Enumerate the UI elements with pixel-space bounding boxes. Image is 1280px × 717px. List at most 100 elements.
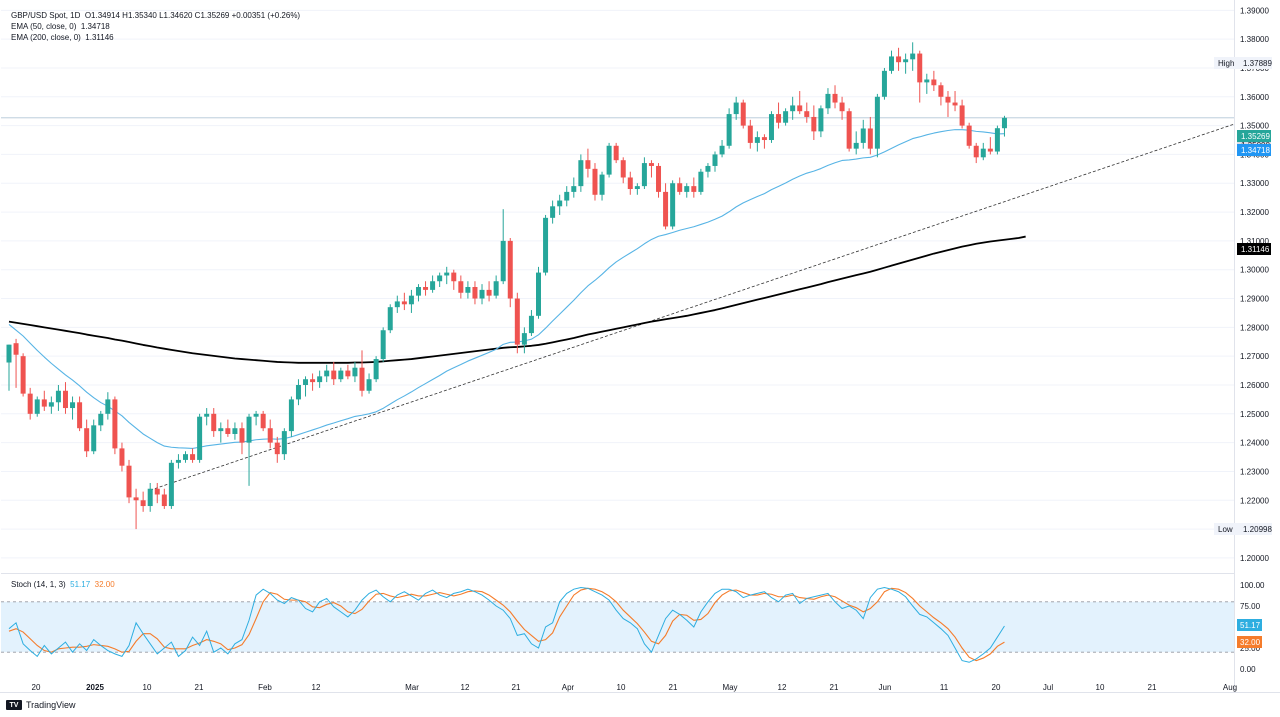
candle-body — [161, 494, 167, 507]
candle — [345, 364, 351, 380]
candle — [860, 119, 866, 149]
ema200-legend[interactable]: EMA (200, close, 0) 1.31146 — [11, 33, 114, 43]
stoch-legend[interactable]: Stoch (14, 1, 3) 51.17 32.00 — [11, 580, 115, 590]
candle-body — [839, 102, 845, 112]
candle — [133, 488, 139, 530]
candle — [366, 373, 372, 394]
candle — [486, 281, 492, 302]
candle — [740, 99, 746, 129]
candle-body — [119, 448, 125, 466]
candle-body — [705, 165, 711, 172]
symbol-legend[interactable]: GBP/USD Spot, 1D O1.34914 H1.35340 L1.34… — [11, 11, 300, 21]
candle-body — [881, 70, 887, 97]
candle-body — [274, 442, 280, 455]
candle-body — [874, 96, 880, 149]
candle — [331, 361, 337, 385]
candle — [175, 454, 181, 469]
candle-body — [444, 272, 450, 276]
candle-body — [458, 281, 464, 293]
candle — [797, 91, 803, 115]
candle-body — [500, 240, 506, 282]
candle-body — [790, 105, 796, 112]
candle — [705, 163, 711, 178]
candle — [232, 422, 238, 440]
candle — [246, 413, 252, 486]
candle — [712, 151, 718, 172]
price-tick-label: 1.22000 — [1240, 496, 1269, 505]
candle-body — [41, 399, 47, 407]
time-tick-label: Feb — [258, 683, 272, 692]
stoch-tick-label: 100.00 — [1240, 581, 1265, 590]
candle-body — [670, 183, 676, 227]
candle-body — [183, 454, 188, 460]
candle — [825, 88, 831, 115]
candle-body — [232, 428, 238, 434]
candle — [698, 168, 704, 195]
symbol-title: GBP/USD Spot, 1D — [11, 11, 81, 20]
candle — [295, 379, 301, 406]
high-tag: High 1.37889 — [1214, 57, 1272, 69]
ema200-tag: 1.31146 — [1237, 243, 1271, 255]
candle — [55, 384, 61, 411]
candle — [677, 177, 683, 195]
candle-body — [380, 330, 386, 360]
candle-body — [747, 125, 753, 143]
candle-body — [966, 125, 972, 146]
candle — [13, 338, 19, 388]
ema50-legend[interactable]: EMA (50, close, 0) 1.34718 — [11, 22, 110, 32]
candle — [536, 266, 541, 319]
price-tick-label: 1.20000 — [1240, 554, 1269, 563]
candle — [260, 410, 266, 432]
candle — [691, 177, 697, 198]
candle — [126, 459, 132, 504]
candle — [324, 364, 330, 383]
ohlc-values: O1.34914 H1.35340 L1.34620 C1.35269 +0.0… — [84, 11, 301, 20]
candle-body — [147, 488, 153, 507]
price-tick-label: 1.39000 — [1240, 6, 1269, 15]
candle-body — [543, 217, 549, 273]
candle-body — [528, 315, 534, 334]
candle-body — [691, 186, 697, 192]
time-tick-label: 2025 — [86, 683, 104, 692]
candle — [528, 310, 534, 336]
ema200-legend-value: 1.31146 — [85, 33, 114, 42]
candle — [493, 275, 499, 299]
candle — [507, 238, 513, 308]
candle-body — [317, 376, 323, 383]
candle — [966, 122, 972, 149]
candle — [183, 451, 188, 463]
candle-body — [733, 102, 739, 115]
stoch-d-tag-value: 32.00 — [1240, 638, 1261, 647]
brand-name: TradingView — [26, 700, 76, 710]
time-tick-label: Jun — [879, 683, 892, 692]
candle-body — [140, 500, 146, 507]
candle-body — [472, 287, 478, 299]
candle — [408, 289, 414, 313]
candle — [620, 157, 626, 184]
candle-body — [1001, 117, 1007, 129]
candle-body — [260, 413, 266, 429]
candle — [973, 142, 979, 164]
stoch-k-tag-value: 51.17 — [1240, 621, 1261, 630]
candle — [458, 275, 464, 299]
candle — [218, 422, 224, 443]
candle-body — [910, 53, 916, 60]
candle-body — [571, 186, 577, 192]
candle-body — [366, 379, 372, 391]
candle-body — [804, 111, 810, 117]
candle-body — [726, 114, 732, 146]
price-tick-label: 1.23000 — [1240, 467, 1269, 476]
candle — [663, 183, 669, 230]
candle — [726, 108, 732, 149]
tradingview-brand[interactable]: TV TradingView — [6, 700, 76, 710]
candle-body — [797, 105, 803, 112]
candle-body — [585, 160, 591, 169]
candle — [387, 304, 393, 334]
candle-body — [606, 145, 612, 175]
candle — [557, 194, 563, 215]
price-tick-label: 1.33000 — [1240, 179, 1269, 188]
candle-body — [677, 183, 683, 192]
stoch-legend-label: Stoch (14, 1, 3) — [11, 580, 66, 589]
candle — [472, 281, 478, 305]
